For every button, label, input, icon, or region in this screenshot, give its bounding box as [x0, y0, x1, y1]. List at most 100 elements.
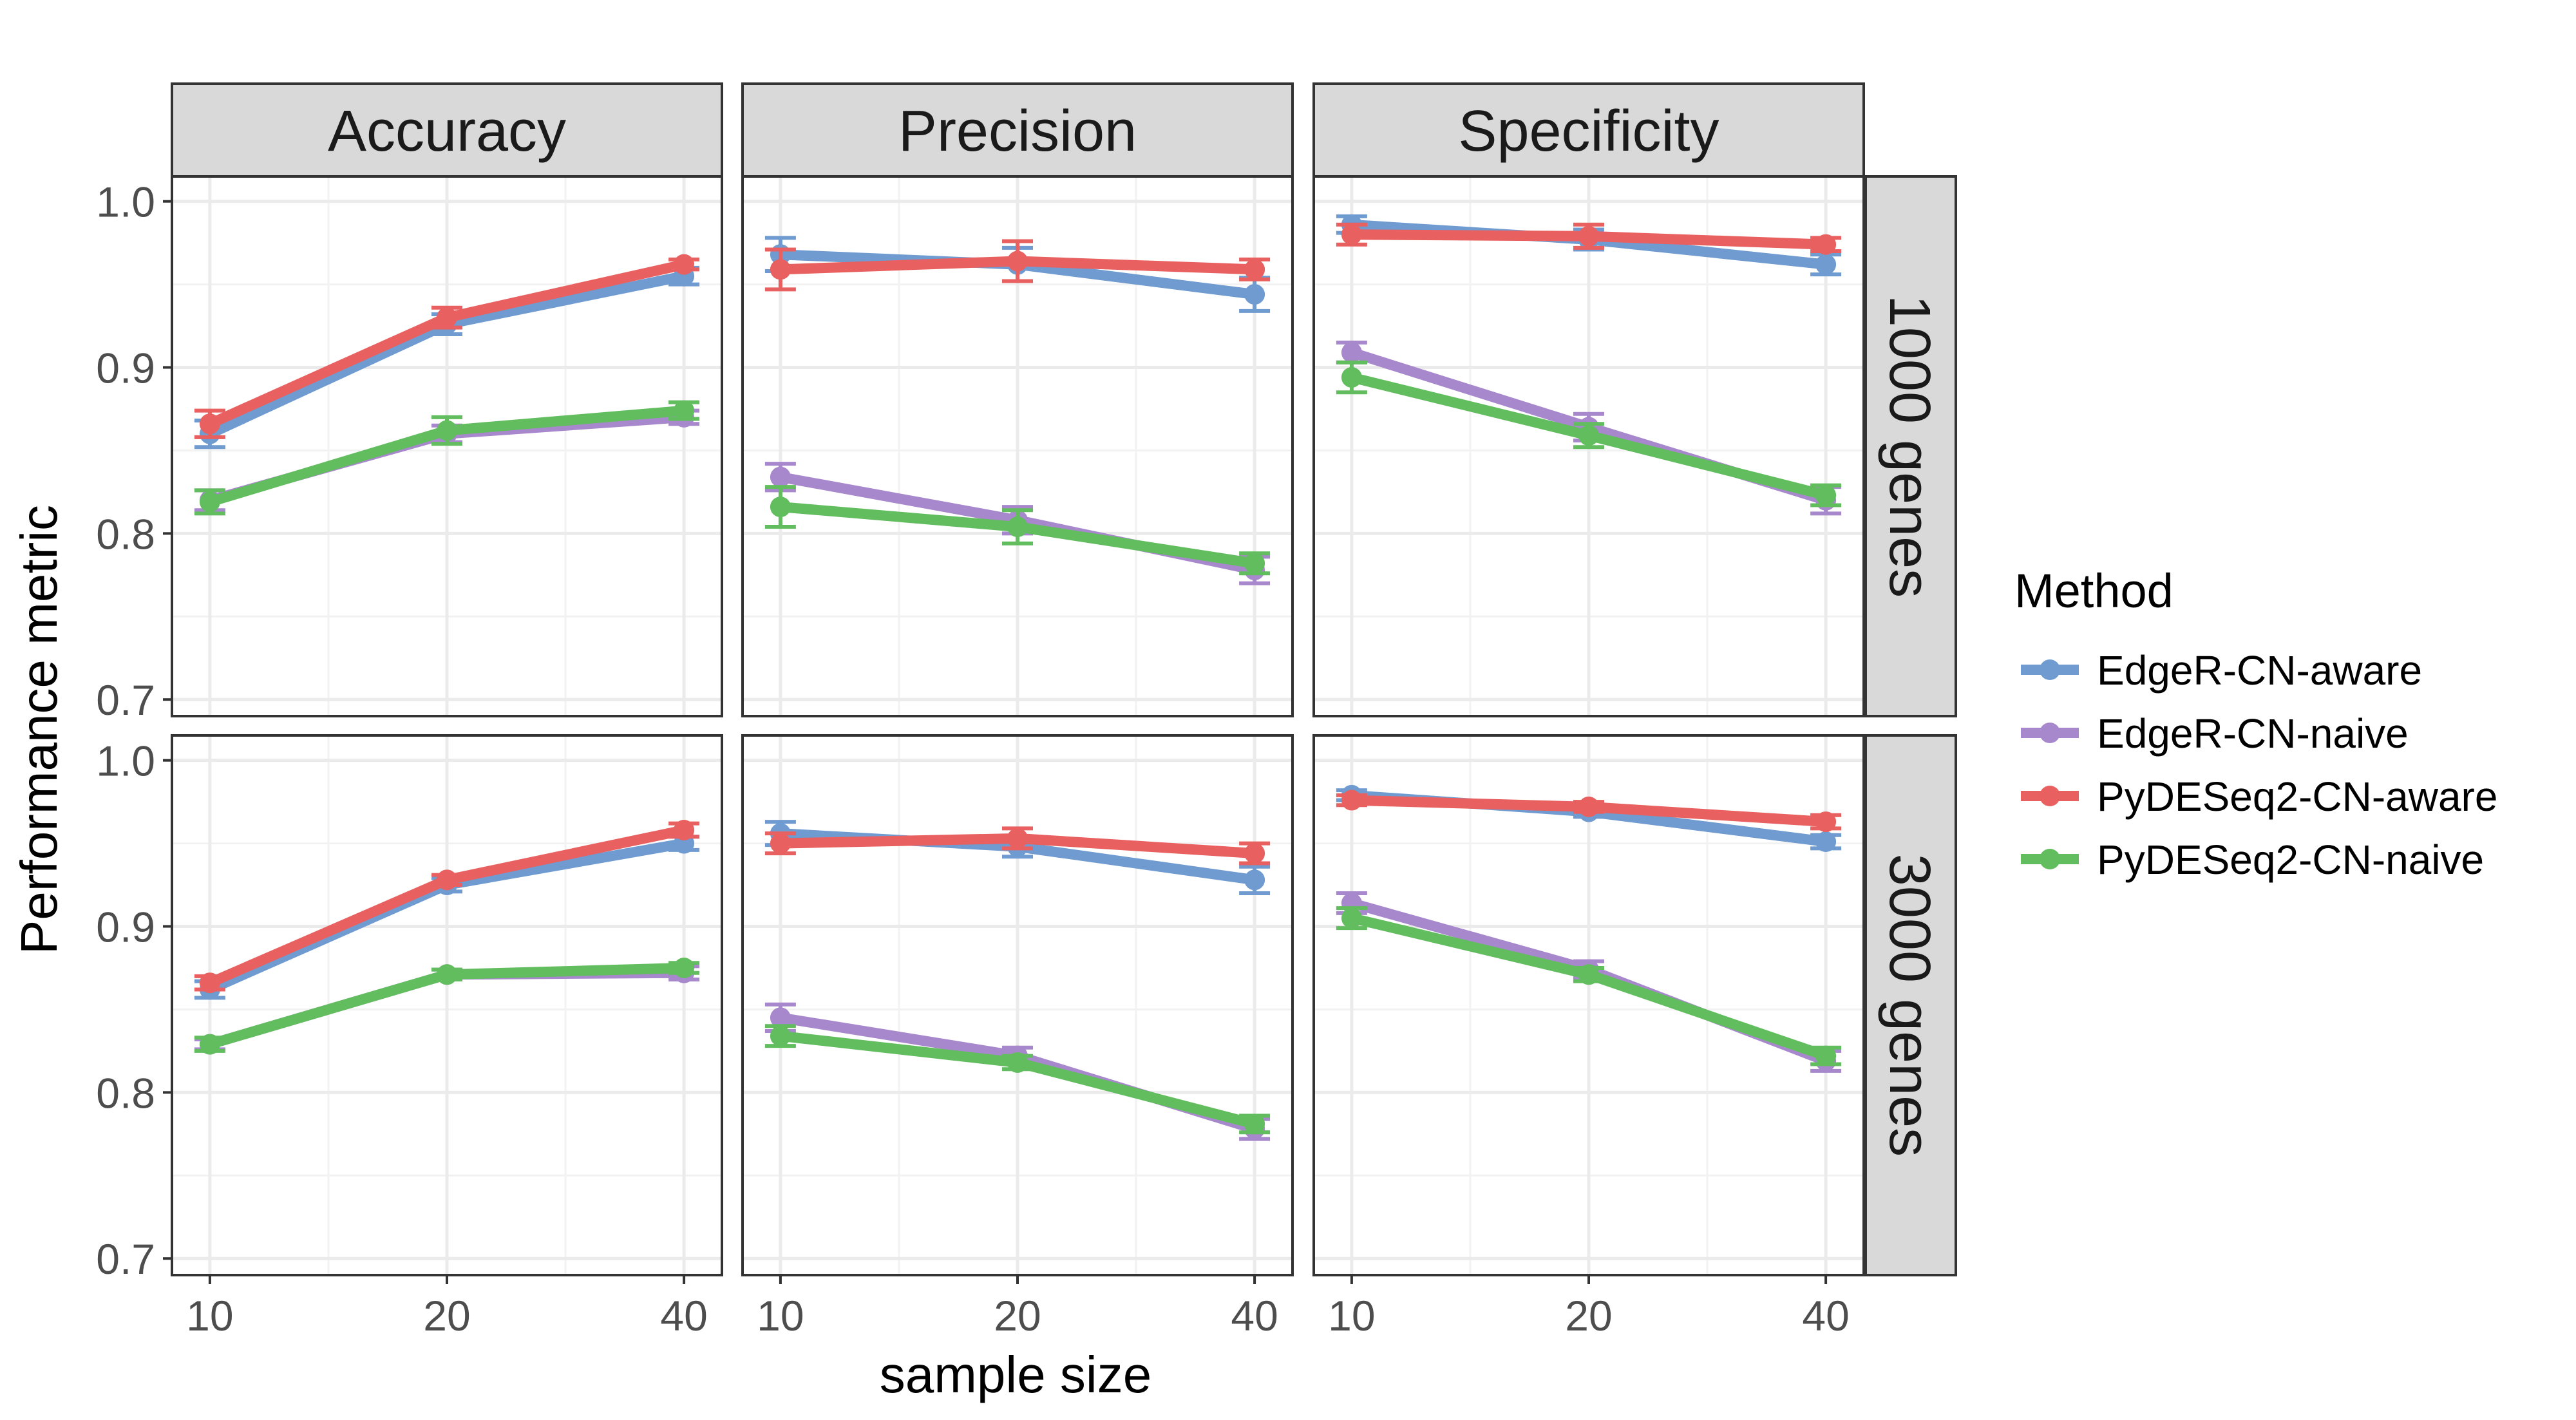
axes-layer: 0.7 0.8 0.9 1.0 0.7 0.8 0.9 1.0 10 20 40 10 20 40 10 20… [96, 178, 1850, 1340]
data-point [674, 254, 695, 275]
data-point [770, 259, 791, 280]
series-pydeseq2-cn-aware [764, 826, 1271, 866]
facet-strip-background [1312, 82, 1865, 178]
x-tick-label: 10 [1328, 1292, 1375, 1340]
y-tick-label: 0.9 [96, 904, 155, 951]
data-point [1244, 869, 1265, 891]
legend-item-edger-cn-naive: EdgeR-CN-naive [2021, 710, 2409, 757]
data-point [1341, 790, 1362, 811]
legend-key-point [2040, 659, 2060, 680]
legend-items: EdgeR-CN-aware EdgeR-CN-naive PyDESeq2-CN-… [2021, 647, 2497, 883]
legend-label: EdgeR-CN-naive [2097, 710, 2409, 757]
series-pydeseq2-cn-aware [1336, 222, 1842, 255]
panel-specificity-3000-genes [1312, 734, 1865, 1276]
data-point [1341, 366, 1362, 388]
legend-key-point [2040, 849, 2060, 869]
y-tick-label: 1.0 [96, 737, 155, 785]
data-point [1815, 234, 1837, 255]
legend-key-point [2040, 786, 2060, 806]
data-point [1007, 251, 1028, 272]
y-axis-title: Performance metric [10, 505, 68, 954]
facet-strip-1000-genes: 1000 genes [1864, 175, 1957, 717]
data-point [437, 307, 457, 328]
data-point [1578, 796, 1599, 817]
x-tick-label: 20 [1565, 1292, 1612, 1340]
data-point [1341, 342, 1362, 363]
legend-item-pydeseq2-cn-naive: PyDESeq2-CN-naive [2021, 837, 2484, 883]
series-pydeseq2-cn-naive [764, 485, 1271, 576]
facet-strip-label: Precision [898, 99, 1137, 164]
panel-precision-1000-genes [741, 175, 1294, 717]
y-tick-label: 0.8 [96, 1069, 155, 1117]
facet-strip-3000-genes: 3000 genes [1864, 734, 1957, 1276]
x-tick-label: 40 [1231, 1292, 1278, 1340]
x-tick-label: 40 [660, 1292, 707, 1340]
data-point [770, 833, 791, 854]
series-pydeseq2-cn-naive [1336, 906, 1842, 1066]
data-point [1007, 516, 1028, 538]
data-point [770, 497, 791, 518]
series-pydeseq2-cn-aware [194, 819, 700, 994]
y-tick-label: 0.7 [96, 676, 155, 724]
data-point [1244, 284, 1265, 305]
x-tick-label: 10 [757, 1292, 804, 1340]
data-point [199, 972, 220, 994]
facet-strip-background [171, 82, 723, 178]
data-point [674, 957, 695, 978]
x-tick-label: 40 [1802, 1292, 1849, 1340]
facet-strip-specificity: Specificity [1312, 82, 1865, 178]
x-axis-title: sample size [880, 1346, 1151, 1403]
data-point [770, 466, 791, 488]
panel-accuracy-3000-genes [171, 734, 723, 1276]
data-point [1244, 259, 1265, 280]
facet-strips: Accuracy Precision Specificity 1000 genes 30… [171, 82, 1957, 1276]
data-point [1341, 224, 1362, 245]
data-point [770, 1025, 791, 1046]
data-point [1244, 843, 1265, 864]
panels-layer [171, 175, 1865, 1276]
data-point [674, 400, 695, 421]
data-point [437, 964, 457, 985]
data-point [1578, 225, 1599, 247]
panel-accuracy-1000-genes [171, 175, 723, 717]
panel-precision-3000-genes [741, 734, 1294, 1276]
series-pydeseq2-cn-aware [1336, 790, 1842, 833]
data-point [1578, 425, 1599, 446]
series-pydeseq2-cn-naive [194, 400, 700, 516]
data-point [770, 1007, 791, 1028]
data-point [1815, 485, 1837, 506]
data-point [1815, 831, 1837, 853]
legend-title: Method [2014, 564, 2174, 618]
facet-strip-label: 3000 genes [1877, 854, 1942, 1157]
facet-strip-background [1864, 175, 1957, 717]
x-tick-label: 10 [186, 1292, 233, 1340]
data-point [1244, 553, 1265, 574]
data-point [199, 1034, 220, 1055]
facet-strip-precision: Precision [741, 82, 1294, 178]
series-pydeseq2-cn-naive [194, 957, 700, 1055]
x-tick-label: 20 [994, 1292, 1041, 1340]
facet-strip-accuracy: Accuracy [171, 82, 723, 178]
y-tick-label: 0.8 [96, 510, 155, 558]
legend-label: PyDESeq2-CN-naive [2097, 837, 2484, 883]
facet-strip-background [741, 82, 1294, 178]
data-point [199, 413, 220, 435]
panel-specificity-1000-genes [1312, 175, 1865, 717]
facet-strip-label: Specificity [1458, 99, 1719, 164]
data-point [1815, 1045, 1837, 1066]
x-tick-label: 20 [423, 1292, 470, 1340]
facet-strip-label: 1000 genes [1877, 295, 1942, 598]
data-point [1244, 1113, 1265, 1135]
series-pydeseq2-cn-naive [764, 1024, 1271, 1135]
data-point [1341, 907, 1362, 929]
legend: Method EdgeR-CN-aware EdgeR-CN-naive PyDES… [2014, 564, 2497, 883]
legend-item-pydeseq2-cn-aware: PyDESeq2-CN-aware [2021, 773, 2497, 820]
data-point [674, 819, 695, 840]
data-point [437, 420, 457, 441]
data-point [199, 491, 220, 513]
series-pydeseq2-cn-aware [194, 254, 700, 439]
y-tick-label: 0.9 [96, 345, 155, 392]
y-tick-label: 0.7 [96, 1235, 155, 1283]
facet-strip-label: Accuracy [328, 99, 566, 164]
